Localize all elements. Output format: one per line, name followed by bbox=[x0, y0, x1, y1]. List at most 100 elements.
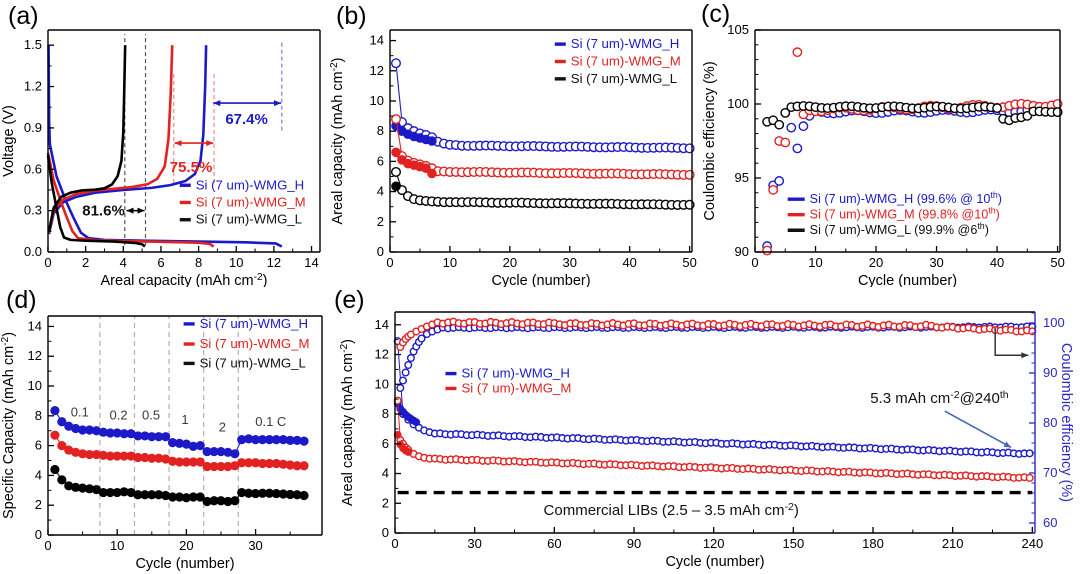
svg-text:14: 14 bbox=[370, 33, 384, 48]
series-wmg-m-rate bbox=[50, 430, 309, 472]
svg-text:40: 40 bbox=[622, 255, 636, 270]
svg-text:6: 6 bbox=[377, 153, 384, 168]
svg-text:Cycle (number): Cycle (number) bbox=[858, 273, 957, 287]
svg-text:Voltage (V): Voltage (V) bbox=[1, 105, 17, 177]
svg-text:10: 10 bbox=[808, 255, 822, 270]
svg-text:8: 8 bbox=[377, 123, 384, 138]
svg-text:Si (7 um)-WMG_M: Si (7 um)-WMG_M bbox=[200, 336, 310, 351]
svg-text:6: 6 bbox=[157, 255, 164, 270]
svg-text:1.2: 1.2 bbox=[24, 79, 42, 94]
svg-text:70: 70 bbox=[1043, 465, 1057, 480]
arrow bbox=[213, 100, 282, 107]
svg-text:60: 60 bbox=[547, 536, 561, 551]
svg-text:2: 2 bbox=[377, 214, 384, 229]
svg-text:90: 90 bbox=[735, 244, 749, 259]
svg-text:0.3: 0.3 bbox=[24, 203, 42, 218]
svg-text:0: 0 bbox=[35, 527, 42, 542]
svg-text:60: 60 bbox=[1043, 515, 1057, 530]
arrow bbox=[994, 327, 1029, 359]
svg-text:Si (7 um)-WMG_H: Si (7 um)-WMG_H bbox=[571, 36, 679, 51]
svg-text:150: 150 bbox=[782, 536, 804, 551]
series-wmg-m-ce-long bbox=[396, 317, 1037, 352]
svg-text:12: 12 bbox=[28, 348, 42, 363]
axes-b: 0 10 20 30 40 50 0 2 4 6 8 10 12 14 Cycle (number) Area… bbox=[330, 29, 697, 287]
svg-text:Cycle (number): Cycle (number) bbox=[135, 556, 234, 572]
series-wmg-l-discharge bbox=[46, 155, 146, 248]
svg-text:210: 210 bbox=[942, 536, 964, 551]
svg-text:Coulombic efficiency (%): Coulombic efficiency (%) bbox=[702, 61, 718, 220]
svg-text:Areal capacity (mAh cm-2​): Areal capacity (mAh cm-2​) bbox=[339, 339, 356, 506]
svg-text:4: 4 bbox=[35, 467, 42, 482]
svg-text:Cycle (number): Cycle (number) bbox=[665, 554, 764, 570]
svg-text:Si (7 um)-WMG_L (99.9% @6th​): Si (7 um)-WMG_L (99.9% @6th​) bbox=[810, 221, 989, 237]
panel-c-chart: 0 10 20 30 40 50 90 95 100 105 Cycle (number) Coulo… bbox=[702, 22, 1065, 287]
svg-text:50: 50 bbox=[682, 255, 696, 270]
svg-text:0.1 C: 0.1 C bbox=[255, 414, 286, 429]
series-wmg-h-charge bbox=[47, 45, 208, 235]
svg-text:8: 8 bbox=[35, 408, 42, 423]
svg-text:2: 2 bbox=[35, 497, 42, 512]
svg-text:50: 50 bbox=[1050, 255, 1064, 270]
series-wmg-h-rate bbox=[50, 406, 309, 459]
svg-text:0: 0 bbox=[377, 244, 384, 259]
svg-text:0: 0 bbox=[386, 255, 393, 270]
svg-text:Si (7 um)-WMG_H: Si (7 um)-WMG_H bbox=[200, 316, 308, 331]
svg-text:0.2: 0.2 bbox=[110, 408, 128, 423]
series-wmg-h-cap-early bbox=[393, 399, 421, 427]
svg-text:2: 2 bbox=[82, 255, 89, 270]
axes-c: 0 10 20 30 40 50 90 95 100 105 Cycle (number) Coulo… bbox=[702, 22, 1065, 287]
svg-text:90: 90 bbox=[627, 536, 641, 551]
axes-a: 0 2 4 6 8 10 12 14 0.0 0.3 0.6 0.9 1.2 1.5 Areal capac… bbox=[1, 29, 321, 287]
series-wmg-m-cap-early bbox=[393, 430, 413, 456]
svg-text:90: 90 bbox=[1043, 365, 1057, 380]
series-wmg-l-charge-cap bbox=[390, 166, 695, 210]
svg-text:0.0: 0.0 bbox=[24, 244, 42, 259]
series-wmg-h-discharge bbox=[47, 45, 283, 248]
panel-a-label: (a) bbox=[8, 2, 39, 30]
svg-text:1.5: 1.5 bbox=[24, 37, 42, 52]
svg-text:5.3 mAh cm-2​@240th​: 5.3 mAh cm-2​@240th​ bbox=[870, 389, 1009, 407]
svg-text:30: 30 bbox=[467, 536, 481, 551]
svg-text:4: 4 bbox=[120, 255, 127, 270]
svg-text:4: 4 bbox=[382, 466, 389, 481]
chart-b: 0 10 20 30 40 50 0 2 4 6 8 10 12 14 Cycle (number) Area… bbox=[330, 29, 697, 287]
svg-text:80: 80 bbox=[1043, 415, 1057, 430]
svg-text:2: 2 bbox=[219, 419, 226, 434]
svg-text:10: 10 bbox=[370, 93, 384, 108]
svg-text:Si (7 um)-WMG_L: Si (7 um)-WMG_L bbox=[571, 71, 677, 86]
svg-text:10: 10 bbox=[229, 255, 243, 270]
series-wmg-l-ce bbox=[762, 101, 1063, 130]
svg-text:2: 2 bbox=[382, 495, 389, 510]
chart-c: 0 10 20 30 40 50 90 95 100 105 Cycle (number) Coulo… bbox=[702, 22, 1065, 287]
svg-text:8: 8 bbox=[382, 406, 389, 421]
svg-text:30: 30 bbox=[929, 255, 943, 270]
panel-d-label: (d) bbox=[6, 286, 37, 314]
svg-text:0.1: 0.1 bbox=[71, 405, 89, 420]
svg-text:0: 0 bbox=[44, 255, 51, 270]
chart-e: 0 30 60 90 120 150 180 210 240 0 2 4 6 8 10 12 14 60 70 80 9… bbox=[339, 311, 1074, 570]
svg-text:120: 120 bbox=[703, 536, 725, 551]
svg-text:20: 20 bbox=[179, 538, 193, 553]
chart-a: 0 2 4 6 8 10 12 14 0.0 0.3 0.6 0.9 1.2 1.5 Areal capac… bbox=[1, 29, 321, 287]
svg-text:0: 0 bbox=[382, 525, 389, 540]
svg-text:Si (7 um)-WMG_M: Si (7 um)-WMG_M bbox=[571, 53, 681, 68]
svg-text:67.4%: 67.4% bbox=[225, 111, 268, 128]
svg-text:4: 4 bbox=[377, 184, 384, 199]
legend-c: Si (7 um)-WMG_H (99.6% @ 10th​)Si (7 um)… bbox=[787, 190, 1002, 237]
svg-text:30: 30 bbox=[563, 255, 577, 270]
svg-text:30: 30 bbox=[248, 538, 262, 553]
svg-text:Si (7 um)-WMG_H: Si (7 um)-WMG_H bbox=[196, 177, 304, 192]
legend-a: Si (7 um)-WMG_H Si (7 um)-WMG_M Si (7 um)-… bbox=[179, 177, 306, 227]
svg-text:Coulombic efficiency (%): Coulombic efficiency (%) bbox=[1058, 343, 1074, 502]
svg-text:10: 10 bbox=[443, 255, 457, 270]
series-wmg-l-charge bbox=[47, 45, 127, 232]
svg-text:100: 100 bbox=[727, 96, 749, 111]
svg-text:Si (7 um)-WMG_M: Si (7 um)-WMG_M bbox=[461, 380, 571, 395]
arrow bbox=[126, 207, 145, 214]
svg-text:100: 100 bbox=[1043, 315, 1065, 330]
panel-c-label: (c) bbox=[701, 0, 731, 28]
svg-text:81.6%: 81.6% bbox=[82, 202, 125, 219]
